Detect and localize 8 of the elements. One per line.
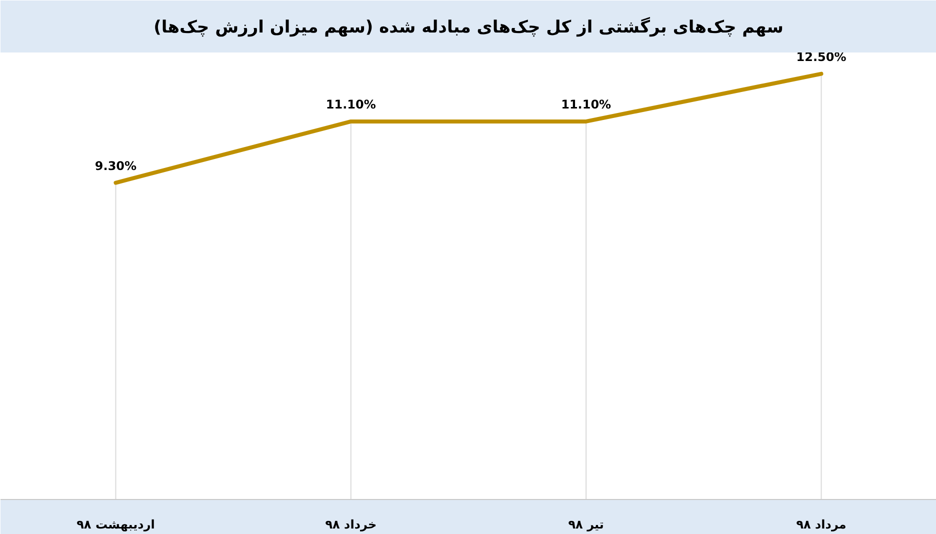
x-tick-label: اردیبهشت ۹۸	[76, 518, 155, 532]
data-label: 11.10%	[326, 97, 376, 112]
data-label: 9.30%	[94, 158, 137, 173]
x-tick-label: خرداد ۹۸	[325, 518, 377, 532]
data-label: 11.10%	[561, 97, 612, 112]
x-tick-label: مرداد ۹۸	[796, 518, 846, 532]
chart-title: سهم چک‌های برگشتی از کل چک‌های مبادله شده (سهم میزان ارزش چک‌ها)	[154, 16, 784, 38]
x-tick-label: تیر ۹۸	[568, 518, 604, 532]
